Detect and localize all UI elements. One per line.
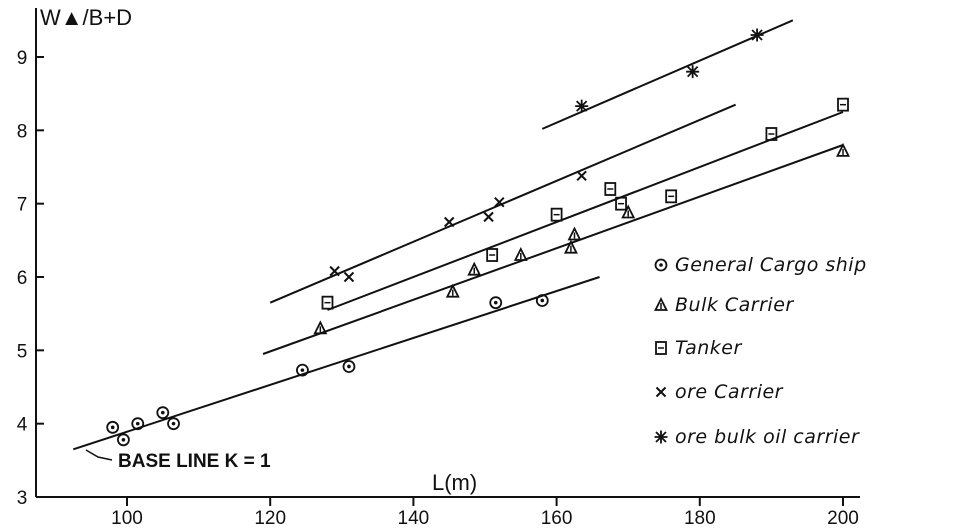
- y-tick-label: 5: [17, 341, 28, 362]
- axes: [35, 8, 860, 498]
- point-circle: [106, 420, 120, 434]
- fit-line-obo: [541, 19, 794, 130]
- point-triangle: [313, 320, 328, 335]
- point-x: [329, 265, 340, 277]
- annotation-pointer: [85, 449, 113, 461]
- baseline-annotation: BASE LINE K = 1: [85, 449, 271, 472]
- point-square: [550, 207, 563, 222]
- point-square: [765, 127, 778, 141]
- legend: General Cargo ship Bulk Carrier Tanker ore …: [654, 254, 867, 448]
- point-square: [486, 248, 499, 262]
- point-circle: [296, 363, 309, 377]
- y-tick-label: 9: [17, 48, 28, 69]
- point-x: [483, 211, 494, 223]
- point-triangle: [567, 226, 582, 241]
- y-tick-label: 7: [17, 195, 28, 216]
- x-axis-title: L(m): [432, 470, 477, 495]
- point-triangle: [445, 283, 460, 298]
- legend-marker-circle: [654, 258, 668, 272]
- y-tick-label: 6: [17, 268, 28, 289]
- legend-label: General Cargo ship: [675, 254, 867, 276]
- fit-line-base: [72, 276, 600, 451]
- x-tick-label: 100: [111, 508, 143, 528]
- y-ticks: 3 4 5 6 7 8 9: [17, 48, 44, 509]
- point-circle: [489, 296, 503, 310]
- legend-item: General Cargo ship: [654, 254, 867, 276]
- point-square: [321, 295, 334, 310]
- legend-label: Tanker: [675, 337, 742, 359]
- legend-item: ore bulk oil carrier: [654, 426, 860, 448]
- point-triangle: [621, 204, 636, 219]
- x-ticks: 100 120 140 160 180 200: [111, 497, 859, 528]
- point-star: [750, 28, 764, 42]
- point-x: [443, 216, 455, 228]
- fit-line-bulk: [262, 144, 844, 355]
- y-tick-label: 8: [17, 121, 28, 142]
- annotation-text: BASE LINE K = 1: [118, 451, 271, 472]
- x-tick-label: 160: [541, 508, 573, 528]
- legend-item: Tanker: [655, 337, 742, 359]
- y-tick-label: 4: [17, 415, 28, 436]
- fit-lines: [72, 19, 844, 451]
- legend-marker-x: [655, 386, 667, 398]
- point-square: [837, 97, 849, 112]
- legend-item: Bulk Carrier: [654, 294, 794, 316]
- data-points: [106, 28, 850, 447]
- point-circle: [117, 433, 130, 447]
- point-x: [343, 271, 355, 283]
- point-circle: [167, 417, 180, 431]
- point-square: [615, 196, 627, 211]
- point-x: [494, 196, 505, 208]
- point-square: [665, 189, 678, 204]
- point-square: [604, 182, 617, 196]
- x-tick-label: 140: [398, 508, 430, 528]
- y-axis-title: W▲/B+D: [40, 5, 132, 30]
- point-triangle: [563, 239, 578, 254]
- point-star: [575, 99, 589, 113]
- fit-line-ore: [269, 103, 736, 304]
- legend-item: ore Carrier: [655, 381, 784, 403]
- legend-label: ore Carrier: [675, 381, 784, 403]
- y-tick-label: 3: [17, 488, 28, 509]
- legend-marker-square: [655, 341, 667, 355]
- point-circle: [535, 294, 549, 307]
- legend-label: ore bulk oil carrier: [675, 426, 860, 448]
- point-triangle: [836, 142, 850, 157]
- point-x: [576, 170, 587, 182]
- x-tick-label: 120: [254, 508, 286, 528]
- legend-marker-triangle: [654, 296, 668, 311]
- legend-label: Bulk Carrier: [675, 294, 794, 316]
- x-tick-label: 180: [684, 508, 716, 528]
- x-tick-label: 200: [827, 508, 859, 528]
- legend-marker-star: [654, 430, 668, 444]
- point-circle: [342, 360, 356, 373]
- point-triangle: [513, 246, 528, 261]
- point-triangle: [467, 261, 482, 276]
- point-circle: [156, 406, 170, 420]
- point-star: [686, 65, 700, 79]
- point-circle: [131, 417, 145, 431]
- fit-line-tanker: [327, 111, 844, 311]
